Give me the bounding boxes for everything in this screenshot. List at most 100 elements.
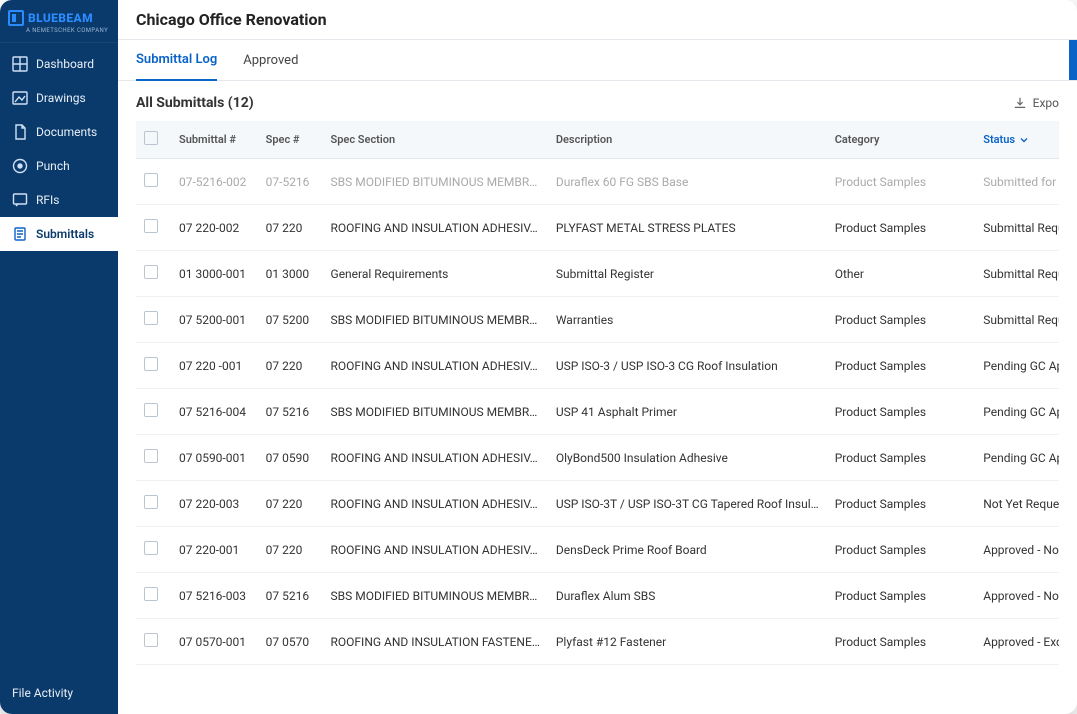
row-checkbox[interactable]: [144, 265, 158, 279]
column-header-section[interactable]: Spec Section: [323, 121, 548, 159]
cell-submittal: 07 5216-003: [171, 573, 258, 619]
cell-category: Product Samples: [827, 205, 976, 251]
table-row[interactable]: 07 5216-00407 5216SBS MODIFIED BITUMINOU…: [136, 389, 1059, 435]
main-panel: Chicago Office Renovation Submittal Log …: [118, 0, 1077, 714]
table-row[interactable]: 07 220-00207 220ROOFING AND INSULATION A…: [136, 205, 1059, 251]
cell-description: Duraflex Alum SBS: [548, 573, 827, 619]
row-checkbox[interactable]: [144, 541, 158, 555]
cell-description: OlyBond500 Insulation Adhesive: [548, 435, 827, 481]
column-header-description[interactable]: Description: [548, 121, 827, 159]
sidebar-item-label: RFIs: [36, 193, 59, 207]
table-row[interactable]: 07-5216-00207-5216SBS MODIFIED BITUMINOU…: [136, 159, 1059, 205]
cell-category: Other: [827, 251, 976, 297]
cell-category: Product Samples: [827, 389, 976, 435]
cell-spec: 07 5216: [258, 389, 323, 435]
table-row[interactable]: 07 220 -00107 220ROOFING AND INSULATION …: [136, 343, 1059, 389]
table-row[interactable]: 07 5216-00307 5216SBS MODIFIED BITUMINOU…: [136, 573, 1059, 619]
cell-status: Approved - No Ex…: [975, 573, 1059, 619]
tab-approved[interactable]: Approved: [243, 41, 298, 80]
cell-section: SBS MODIFIED BITUMINOUS MEMBR…: [323, 297, 548, 343]
column-header-spec[interactable]: Spec #: [258, 121, 323, 159]
cell-description: USP ISO-3 / USP ISO-3 CG Roof Insulation: [548, 343, 827, 389]
cell-submittal: 07 220-003: [171, 481, 258, 527]
column-header-category[interactable]: Category: [827, 121, 976, 159]
sidebar-item-dashboard[interactable]: Dashboard: [0, 47, 118, 81]
cell-status: Pending GC Appro…: [975, 389, 1059, 435]
cell-spec: 07 5216: [258, 573, 323, 619]
row-checkbox[interactable]: [144, 587, 158, 601]
sidebar-item-label: Documents: [36, 125, 97, 139]
chevron-down-icon: [1019, 135, 1029, 145]
topbar: Chicago Office Renovation: [118, 0, 1077, 40]
app-window: BLUEBEAM A NEMETSCHEK COMPANY Dashboard …: [0, 0, 1077, 714]
submittals-icon: [12, 226, 28, 242]
cell-status: Submittal Reques…: [975, 205, 1059, 251]
row-checkbox[interactable]: [144, 449, 158, 463]
table-row[interactable]: 07 0590-00107 0590ROOFING AND INSULATION…: [136, 435, 1059, 481]
sidebar-item-drawings[interactable]: Drawings: [0, 81, 118, 115]
cell-spec: 07 220: [258, 205, 323, 251]
cell-spec: 07 5200: [258, 297, 323, 343]
sidebar-item-label: Punch: [36, 159, 70, 173]
row-checkbox[interactable]: [144, 495, 158, 509]
column-header-status[interactable]: Status: [975, 121, 1059, 159]
drawings-icon: [12, 90, 28, 106]
punch-icon: [12, 158, 28, 174]
svg-text:BLUEBEAM: BLUEBEAM: [28, 11, 93, 25]
row-checkbox[interactable]: [144, 311, 158, 325]
cell-section: ROOFING AND INSULATION ADHESIV…: [323, 435, 548, 481]
row-checkbox[interactable]: [144, 403, 158, 417]
table-row[interactable]: 07 220-00307 220ROOFING AND INSULATION A…: [136, 481, 1059, 527]
table-row[interactable]: 07 0570-00107 0570ROOFING AND INSULATION…: [136, 619, 1059, 665]
sidebar-item-label: Submittals: [36, 227, 94, 241]
tab-action-strip[interactable]: [1069, 40, 1077, 80]
row-checkbox[interactable]: [144, 633, 158, 647]
cell-category: Product Samples: [827, 435, 976, 481]
cell-status: Submittal Reques…: [975, 251, 1059, 297]
row-checkbox[interactable]: [144, 173, 158, 187]
cell-status: Approved - No Ex…: [975, 527, 1059, 573]
cell-section: SBS MODIFIED BITUMINOUS MEMBR…: [323, 159, 548, 205]
submittals-table: Submittal # Spec # Spec Section Descript…: [136, 121, 1059, 665]
cell-category: Product Samples: [827, 573, 976, 619]
table-row[interactable]: 07 5200-00107 5200SBS MODIFIED BITUMINOU…: [136, 297, 1059, 343]
tab-submittal-log[interactable]: Submittal Log: [136, 40, 217, 81]
submittals-table-wrap: Submittal # Spec # Spec Section Descript…: [136, 121, 1059, 714]
cell-section: SBS MODIFIED BITUMINOUS MEMBR…: [323, 573, 548, 619]
column-header-select[interactable]: [136, 121, 171, 159]
cell-section: General Requirements: [323, 251, 548, 297]
cell-category: Product Samples: [827, 527, 976, 573]
sidebar-item-punch[interactable]: Punch: [0, 149, 118, 183]
table-row[interactable]: 07 220-00107 220ROOFING AND INSULATION A…: [136, 527, 1059, 573]
cell-spec: 01 3000: [258, 251, 323, 297]
dashboard-icon: [12, 56, 28, 72]
cell-section: ROOFING AND INSULATION ADHESIV…: [323, 343, 548, 389]
sidebar-footer-file-activity[interactable]: File Activity: [0, 676, 118, 714]
sidebar-item-rfis[interactable]: RFIs: [0, 183, 118, 217]
cell-description: USP 41 Asphalt Primer: [548, 389, 827, 435]
cell-section: SBS MODIFIED BITUMINOUS MEMBR…: [323, 389, 548, 435]
cell-submittal: 07 5200-001: [171, 297, 258, 343]
cell-description: USP ISO-3T / USP ISO-3T CG Tapered Roof …: [548, 481, 827, 527]
row-checkbox[interactable]: [144, 357, 158, 371]
table-header-row: Submittal # Spec # Spec Section Descript…: [136, 121, 1059, 159]
cell-description: PLYFAST METAL STRESS PLATES: [548, 205, 827, 251]
select-all-checkbox[interactable]: [144, 131, 158, 145]
download-icon: [1013, 96, 1027, 110]
cell-section: ROOFING AND INSULATION ADHESIV…: [323, 205, 548, 251]
table-row[interactable]: 01 3000-00101 3000General RequirementsSu…: [136, 251, 1059, 297]
brand-tagline: A NEMETSCHEK COMPANY: [26, 27, 110, 34]
column-header-submittal[interactable]: Submittal #: [171, 121, 258, 159]
sidebar-item-submittals[interactable]: Submittals: [0, 217, 118, 251]
row-checkbox[interactable]: [144, 219, 158, 233]
cell-category: Product Samples: [827, 297, 976, 343]
sidebar-nav: Dashboard Drawings Documents Punch RFIs …: [0, 43, 118, 676]
cell-description: Submittal Register: [548, 251, 827, 297]
sidebar-item-label: Drawings: [36, 91, 86, 105]
cell-status: Approved - Excep…: [975, 619, 1059, 665]
export-button[interactable]: Expo: [1013, 96, 1059, 110]
cell-submittal: 07 5216-004: [171, 389, 258, 435]
cell-status: Pending GC Appro…: [975, 435, 1059, 481]
sidebar-item-documents[interactable]: Documents: [0, 115, 118, 149]
cell-section: ROOFING AND INSULATION ADHESIV…: [323, 527, 548, 573]
